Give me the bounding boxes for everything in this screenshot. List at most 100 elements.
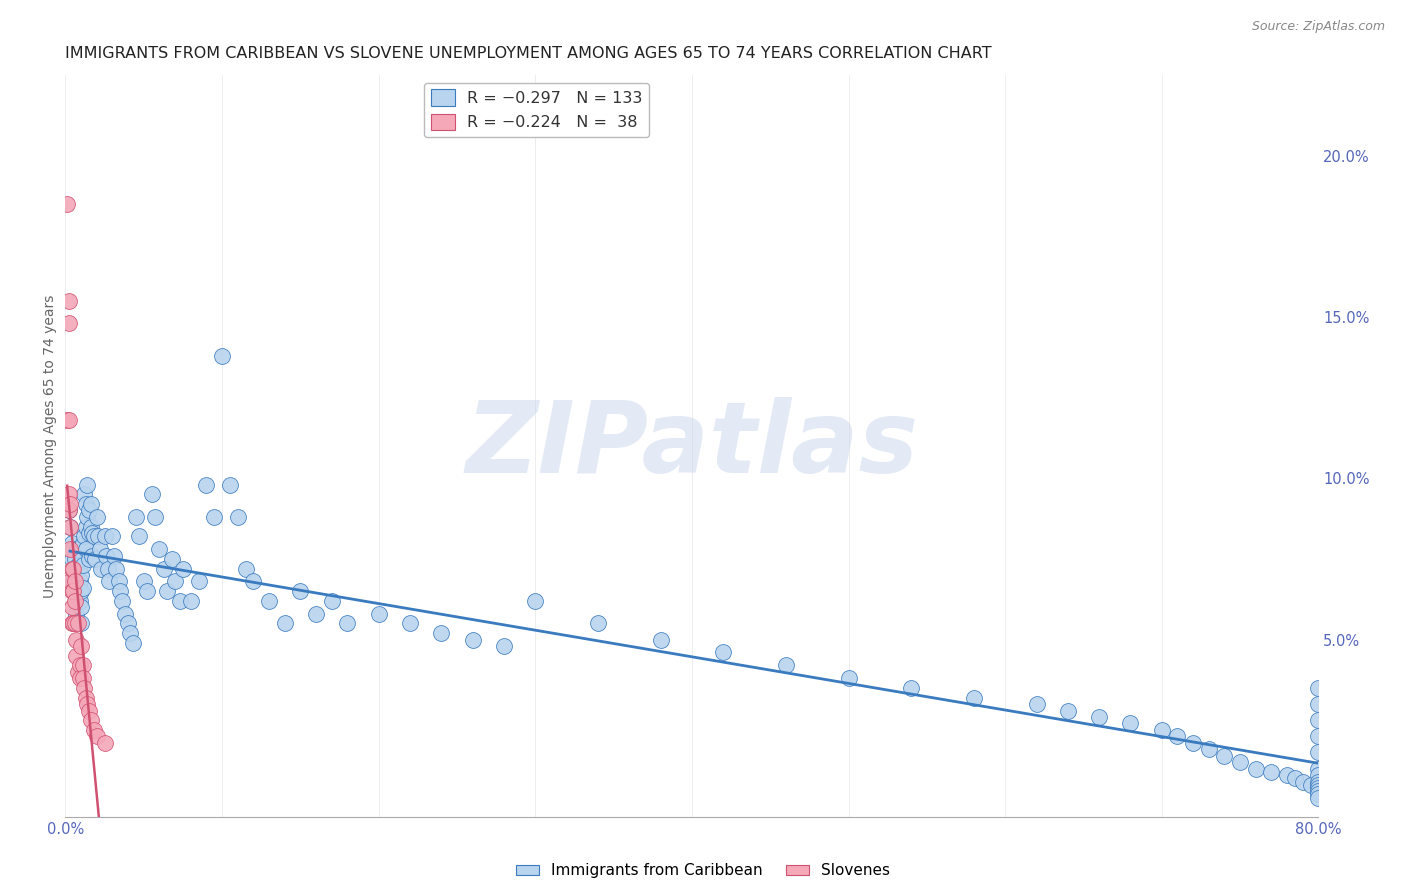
Point bbox=[104, 561, 127, 575]
Point bbox=[211, 349, 233, 363]
Point bbox=[86, 729, 108, 743]
Point bbox=[80, 526, 103, 541]
Point bbox=[58, 503, 80, 517]
Point bbox=[195, 477, 218, 491]
Point bbox=[128, 529, 150, 543]
Point bbox=[1182, 736, 1205, 750]
Point bbox=[121, 636, 143, 650]
Point bbox=[1308, 790, 1330, 805]
Point bbox=[72, 671, 94, 685]
Point bbox=[1308, 746, 1330, 760]
Point bbox=[1284, 772, 1306, 786]
Point bbox=[58, 413, 80, 427]
Point bbox=[1308, 729, 1330, 743]
Point bbox=[1308, 784, 1330, 798]
Point bbox=[107, 574, 129, 589]
Point bbox=[84, 552, 107, 566]
Point bbox=[83, 529, 105, 543]
Point bbox=[69, 671, 91, 685]
Point bbox=[77, 526, 100, 541]
Point bbox=[165, 574, 187, 589]
Point bbox=[70, 552, 93, 566]
Point bbox=[321, 594, 343, 608]
Point bbox=[1275, 768, 1298, 782]
Point bbox=[60, 561, 83, 575]
Point bbox=[70, 639, 93, 653]
Legend: R = −0.297   N = 133, R = −0.224   N =  38: R = −0.297 N = 133, R = −0.224 N = 38 bbox=[425, 83, 650, 136]
Text: IMMIGRANTS FROM CARIBBEAN VS SLOVENE UNEMPLOYMENT AMONG AGES 65 TO 74 YEARS CORR: IMMIGRANTS FROM CARIBBEAN VS SLOVENE UNE… bbox=[66, 46, 993, 62]
Point bbox=[66, 558, 89, 573]
Point bbox=[75, 519, 97, 533]
Point bbox=[235, 561, 257, 575]
Point bbox=[492, 639, 515, 653]
Point bbox=[62, 574, 84, 589]
Point bbox=[70, 568, 93, 582]
Point bbox=[430, 626, 453, 640]
Point bbox=[1119, 716, 1142, 731]
Point bbox=[118, 626, 141, 640]
Point bbox=[72, 581, 94, 595]
Point bbox=[1025, 697, 1047, 711]
Point bbox=[76, 510, 98, 524]
Point bbox=[62, 542, 84, 557]
Point bbox=[58, 316, 80, 330]
Point bbox=[72, 535, 94, 549]
Point bbox=[66, 616, 89, 631]
Point bbox=[274, 616, 297, 631]
Point bbox=[290, 584, 312, 599]
Point bbox=[1229, 755, 1251, 769]
Point bbox=[103, 549, 125, 563]
Point bbox=[93, 736, 115, 750]
Point bbox=[1308, 762, 1330, 776]
Point bbox=[79, 519, 101, 533]
Point bbox=[75, 542, 97, 557]
Point bbox=[56, 413, 79, 427]
Point bbox=[59, 497, 82, 511]
Point bbox=[117, 616, 139, 631]
Point bbox=[169, 594, 191, 608]
Point bbox=[73, 487, 96, 501]
Point bbox=[1166, 729, 1188, 743]
Point bbox=[367, 607, 389, 621]
Point bbox=[60, 600, 83, 615]
Point bbox=[72, 558, 94, 573]
Point bbox=[97, 561, 120, 575]
Point bbox=[711, 645, 734, 659]
Point bbox=[180, 594, 202, 608]
Point bbox=[838, 671, 860, 685]
Point bbox=[76, 697, 98, 711]
Point bbox=[399, 616, 422, 631]
Point bbox=[59, 519, 82, 533]
Text: Source: ZipAtlas.com: Source: ZipAtlas.com bbox=[1251, 20, 1385, 33]
Point bbox=[1150, 723, 1173, 737]
Point bbox=[336, 616, 359, 631]
Point bbox=[242, 574, 264, 589]
Point bbox=[143, 510, 166, 524]
Point bbox=[132, 574, 155, 589]
Point bbox=[63, 552, 86, 566]
Point bbox=[524, 594, 547, 608]
Point bbox=[80, 549, 103, 563]
Point bbox=[172, 561, 194, 575]
Point bbox=[65, 607, 87, 621]
Point bbox=[1056, 704, 1078, 718]
Point bbox=[96, 549, 118, 563]
Point bbox=[1308, 713, 1330, 727]
Point bbox=[69, 594, 91, 608]
Point bbox=[1198, 742, 1220, 756]
Point bbox=[1213, 748, 1236, 763]
Legend: Immigrants from Caribbean, Slovenes: Immigrants from Caribbean, Slovenes bbox=[510, 857, 896, 884]
Point bbox=[461, 632, 484, 647]
Point bbox=[77, 704, 100, 718]
Point bbox=[58, 293, 80, 308]
Point bbox=[66, 574, 89, 589]
Point bbox=[62, 561, 84, 575]
Point bbox=[59, 574, 82, 589]
Point bbox=[69, 658, 91, 673]
Point bbox=[257, 594, 280, 608]
Point bbox=[66, 591, 89, 605]
Point bbox=[1308, 778, 1330, 792]
Point bbox=[86, 510, 108, 524]
Point bbox=[72, 658, 94, 673]
Point bbox=[1244, 762, 1267, 776]
